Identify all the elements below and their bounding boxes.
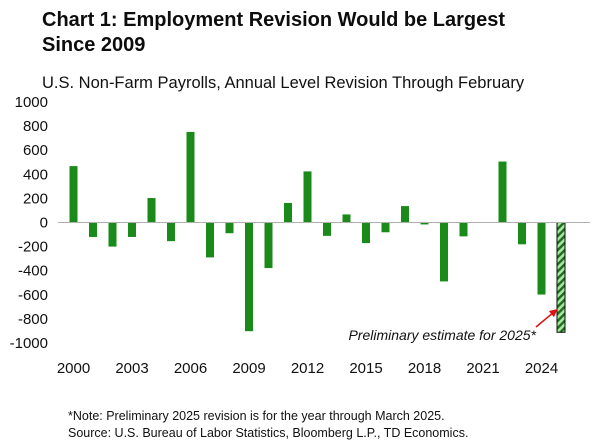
bar-2015 (362, 222, 370, 244)
footnotes: *Note: Preliminary 2025 revision is for … (68, 408, 468, 442)
bar-2023 (518, 222, 526, 245)
x-tick-label: 2015 (349, 360, 382, 377)
x-tick-label: 2006 (174, 360, 207, 377)
y-tick-label: -600 (18, 287, 48, 304)
x-tick-label: 2024 (525, 360, 558, 377)
bar-2018 (420, 222, 429, 225)
y-tick-label: 1000 (15, 94, 48, 111)
bar-2007 (206, 222, 214, 258)
y-tick-label: -200 (18, 239, 48, 256)
y-tick-label: 0 (40, 215, 48, 232)
y-tick-label: 600 (23, 142, 48, 159)
bar-2016 (381, 222, 390, 233)
bar-2019 (440, 222, 448, 282)
bar-2013 (323, 222, 331, 236)
bar-2001 (89, 222, 97, 237)
chart-title-line-1: Chart 1: Employment Revision Would be La… (42, 9, 506, 31)
bar-2002 (108, 222, 117, 247)
bar-2006 (186, 131, 195, 223)
bar-preliminary-2025 (556, 222, 566, 333)
x-tick-label: 2000 (57, 360, 90, 377)
y-tick-label: 400 (23, 166, 48, 183)
x-tick-label: 2009 (232, 360, 265, 377)
bar-2020 (459, 222, 468, 237)
bar-2005 (167, 222, 175, 242)
chart-subtitle: U.S. Non-Farm Payrolls, Annual Level Rev… (42, 74, 525, 92)
x-tick-label: 2012 (291, 360, 324, 377)
bar-2000 (69, 166, 78, 223)
bar-2008 (225, 222, 234, 234)
y-tick-label: -800 (18, 311, 48, 328)
annotation-arrow (535, 309, 558, 328)
bar-2011 (284, 202, 292, 223)
x-axis: 2000 2003 2006 2009 2012 2015 2018 2021 2024 (57, 360, 558, 377)
chart-title: Chart 1: Employment Revision Would be La… (42, 8, 582, 58)
bar-2014 (342, 214, 351, 223)
bar-2024 (537, 222, 546, 295)
bar-2010 (264, 222, 273, 269)
bar-2003 (128, 222, 136, 237)
bar-2009 (245, 222, 253, 332)
footnote-text: *Note: Preliminary 2025 revision is for … (68, 409, 445, 423)
bars (69, 131, 566, 333)
x-tick-label: 2021 (466, 360, 499, 377)
y-axis: 1000 800 600 400 200 0 -200 -400 -600 -800 -1000 (10, 94, 48, 352)
x-tick-label: 2018 (408, 360, 441, 377)
bar-2022 (498, 161, 507, 223)
bar-2004 (147, 198, 156, 223)
y-tick-label: 200 (23, 190, 48, 207)
chart-title-line-2: Since 2009 (42, 34, 146, 56)
y-tick-label: 800 (23, 118, 48, 135)
bar-2017 (401, 206, 409, 223)
source-text: Source: U.S. Bureau of Labor Statistics,… (68, 426, 469, 440)
x-tick-label: 2003 (115, 360, 148, 377)
y-tick-label: -1000 (10, 335, 48, 352)
bar-2012 (303, 171, 312, 223)
y-tick-label: -400 (18, 263, 48, 280)
preliminary-annotation: Preliminary estimate for 2025* (348, 327, 536, 343)
